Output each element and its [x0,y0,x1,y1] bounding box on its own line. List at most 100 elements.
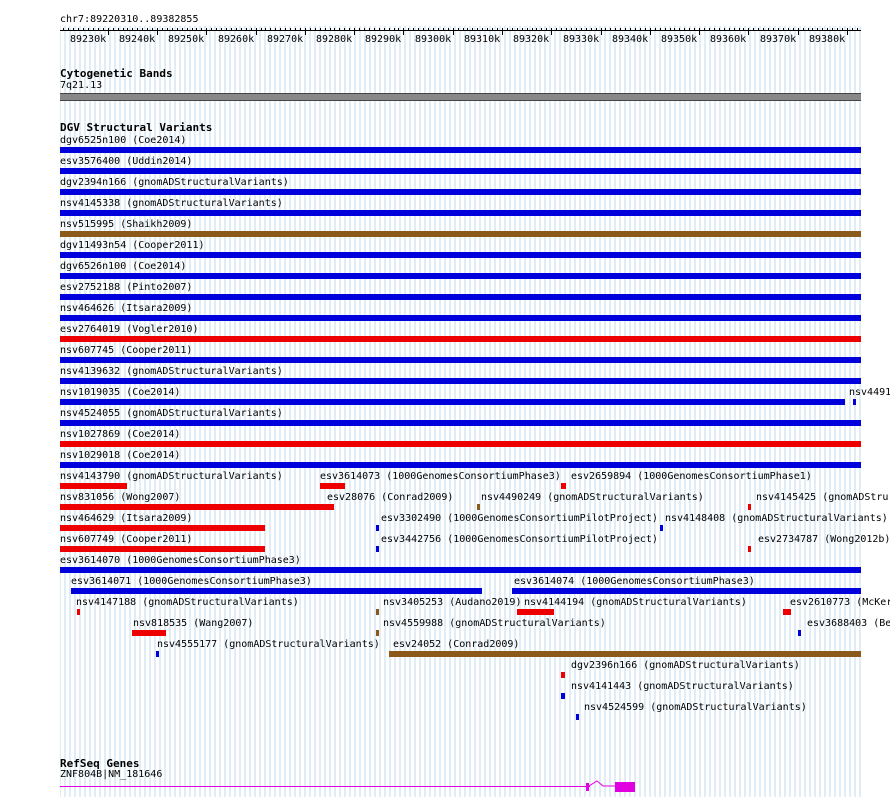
variant-label[interactable]: nsv1027869 (Coe2014) [60,429,181,440]
variant-label[interactable]: nsv464626 (Itsara2009) [60,303,193,314]
variant-label[interactable]: esv3614071 (1000GenomesConsortiumPhase3) [71,576,312,587]
variant-label[interactable]: esv3442756 (1000GenomesConsortiumPilotPr… [381,534,658,545]
variant-bar[interactable] [389,651,861,657]
variant-label[interactable]: esv3614070 (1000GenomesConsortiumPhase3) [60,555,301,566]
ruler-minor-tick [492,28,493,30]
variant-label[interactable]: dgv11493n54 (Cooper2011) [60,240,205,251]
variant-label[interactable]: esv2734787 (Wong2012b) [758,534,890,545]
variant-bar[interactable] [60,210,861,216]
variant-bar[interactable] [376,525,379,531]
variant-label[interactable]: nsv4524055 (gnomADStructuralVariants) [60,408,283,419]
refseq-gene-label[interactable]: ZNF804B|NM_181646 [60,769,163,780]
variant-bar[interactable] [60,315,861,321]
variant-bar[interactable] [320,483,345,489]
variant-label[interactable]: nsv4139632 (gnomADStructuralVariants) [60,366,283,377]
variant-bar[interactable] [325,504,334,510]
variant-bar[interactable] [60,357,861,363]
variant-label[interactable]: nsv464629 (Itsara2009) [60,513,193,524]
variant-bar[interactable] [132,630,166,636]
variant-bar[interactable] [77,609,80,615]
variant-label[interactable]: dgv6525n100 (Coe2014) [60,135,187,146]
variant-label[interactable]: dgv6526n100 (Coe2014) [60,261,187,272]
variant-label[interactable]: nsv607749 (Cooper2011) [60,534,193,545]
gene-exon-utr[interactable] [615,782,635,792]
variant-bar[interactable] [60,483,127,489]
variant-bar[interactable] [783,609,791,615]
ruler-axis[interactable] [60,30,861,31]
variant-bar[interactable] [60,273,861,279]
variant-label[interactable]: nsv4145425 (gnomADStru [756,492,889,503]
variant-bar[interactable] [477,504,480,510]
variant-label[interactable]: esv2659894 (1000GenomesConsortiumPhase1) [571,471,812,482]
variant-thin-line[interactable] [60,506,322,507]
variant-bar[interactable] [660,525,663,531]
variant-label[interactable]: nsv607745 (Cooper2011) [60,345,193,356]
variant-bar[interactable] [156,651,159,657]
variant-label[interactable]: nsv4559988 (gnomADStructuralVariants) [383,618,606,629]
variant-bar[interactable] [60,147,861,153]
variant-bar[interactable] [60,441,861,447]
variant-label[interactable]: nsv818535 (Wang2007) [133,618,254,629]
variant-bar[interactable] [60,567,861,573]
variant-bar[interactable] [60,378,861,384]
variant-label[interactable]: nsv4491 [849,387,890,398]
variant-bar[interactable] [71,588,482,594]
variant-bar[interactable] [376,546,379,552]
variant-bar[interactable] [60,294,861,300]
ruler-minor-tick [216,28,217,30]
variant-label[interactable]: nsv4145338 (gnomADStructuralVariants) [60,198,283,209]
variant-bar[interactable] [561,483,566,489]
variant-bar[interactable] [60,399,845,405]
variant-label[interactable]: esv3302490 (1000GenomesConsortiumPilotPr… [381,513,658,524]
variant-label[interactable]: nsv4148408 (gnomADStructuralVariants) [665,513,888,524]
variant-label[interactable]: esv3614073 (1000GenomesConsortiumPhase3) [320,471,561,482]
variant-label[interactable]: nsv1029018 (Coe2014) [60,450,181,461]
cytoband-bar[interactable] [60,93,861,101]
variant-label[interactable]: esv3614074 (1000GenomesConsortiumPhase3) [514,576,755,587]
variant-bar[interactable] [576,714,579,720]
variant-label[interactable]: esv24052 (Conrad2009) [393,639,520,650]
variant-label[interactable]: nsv4555177 (gnomADStructuralVariants) [157,639,380,650]
variant-label[interactable]: esv2764019 (Vogler2010) [60,324,199,335]
variant-label[interactable]: esv2610773 (McKer [790,597,890,608]
variant-bar[interactable] [798,630,801,636]
variant-bar[interactable] [512,588,861,594]
variant-bar[interactable] [60,525,265,531]
variant-bar[interactable] [561,672,565,678]
variant-bar[interactable] [853,399,856,405]
variant-bar[interactable] [748,504,751,510]
variant-label[interactable]: nsv515995 (Shaikh2009) [60,219,193,230]
variant-label[interactable]: nsv1019035 (Coe2014) [60,387,181,398]
variant-bar[interactable] [60,336,861,342]
variant-bar[interactable] [60,462,861,468]
variant-label[interactable]: dgv2396n166 (gnomADStructuralVariants) [571,660,800,671]
variant-bar[interactable] [376,630,379,636]
variant-label[interactable]: esv2752188 (Pinto2007) [60,282,193,293]
ruler-minor-tick [438,28,439,30]
variant-label[interactable]: nsv4490249 (gnomADStructuralVariants) [481,492,704,503]
variant-bar[interactable] [60,546,265,552]
variant-label[interactable]: esv3688403 (Be [807,618,890,629]
variant-label[interactable]: esv3576400 (Uddin2014) [60,156,193,167]
variant-bar[interactable] [60,168,861,174]
variant-bar[interactable] [60,420,861,426]
variant-bar[interactable] [517,609,554,615]
variant-bar[interactable] [60,504,325,510]
variant-bar[interactable] [60,189,861,195]
variant-label[interactable]: esv28076 (Conrad2009) [327,492,454,503]
variant-bar[interactable] [748,546,751,552]
variant-label[interactable]: nsv4524599 (gnomADStructuralVariants) [584,702,807,713]
variant-label[interactable]: nsv831056 (Wong2007) [60,492,181,503]
variant-label[interactable]: nsv4143790 (gnomADStructuralVariants) [60,471,283,482]
variant-label[interactable]: nsv4147188 (gnomADStructuralVariants) [76,597,299,608]
variant-bar[interactable] [561,693,565,699]
variant-label[interactable]: nsv4144194 (gnomADStructuralVariants) [524,597,747,608]
variant-bar[interactable] [60,252,861,258]
variant-label[interactable]: nsv4141443 (gnomADStructuralVariants) [571,681,794,692]
variant-bar[interactable] [376,609,379,615]
variant-label[interactable]: dgv2394n166 (gnomADStructuralVariants) [60,177,289,188]
variant-bar[interactable] [60,231,861,237]
gene-intron-line[interactable] [60,786,590,787]
gene-exon[interactable] [586,783,589,791]
variant-label[interactable]: nsv3405253 (Audano2019) [383,597,522,608]
